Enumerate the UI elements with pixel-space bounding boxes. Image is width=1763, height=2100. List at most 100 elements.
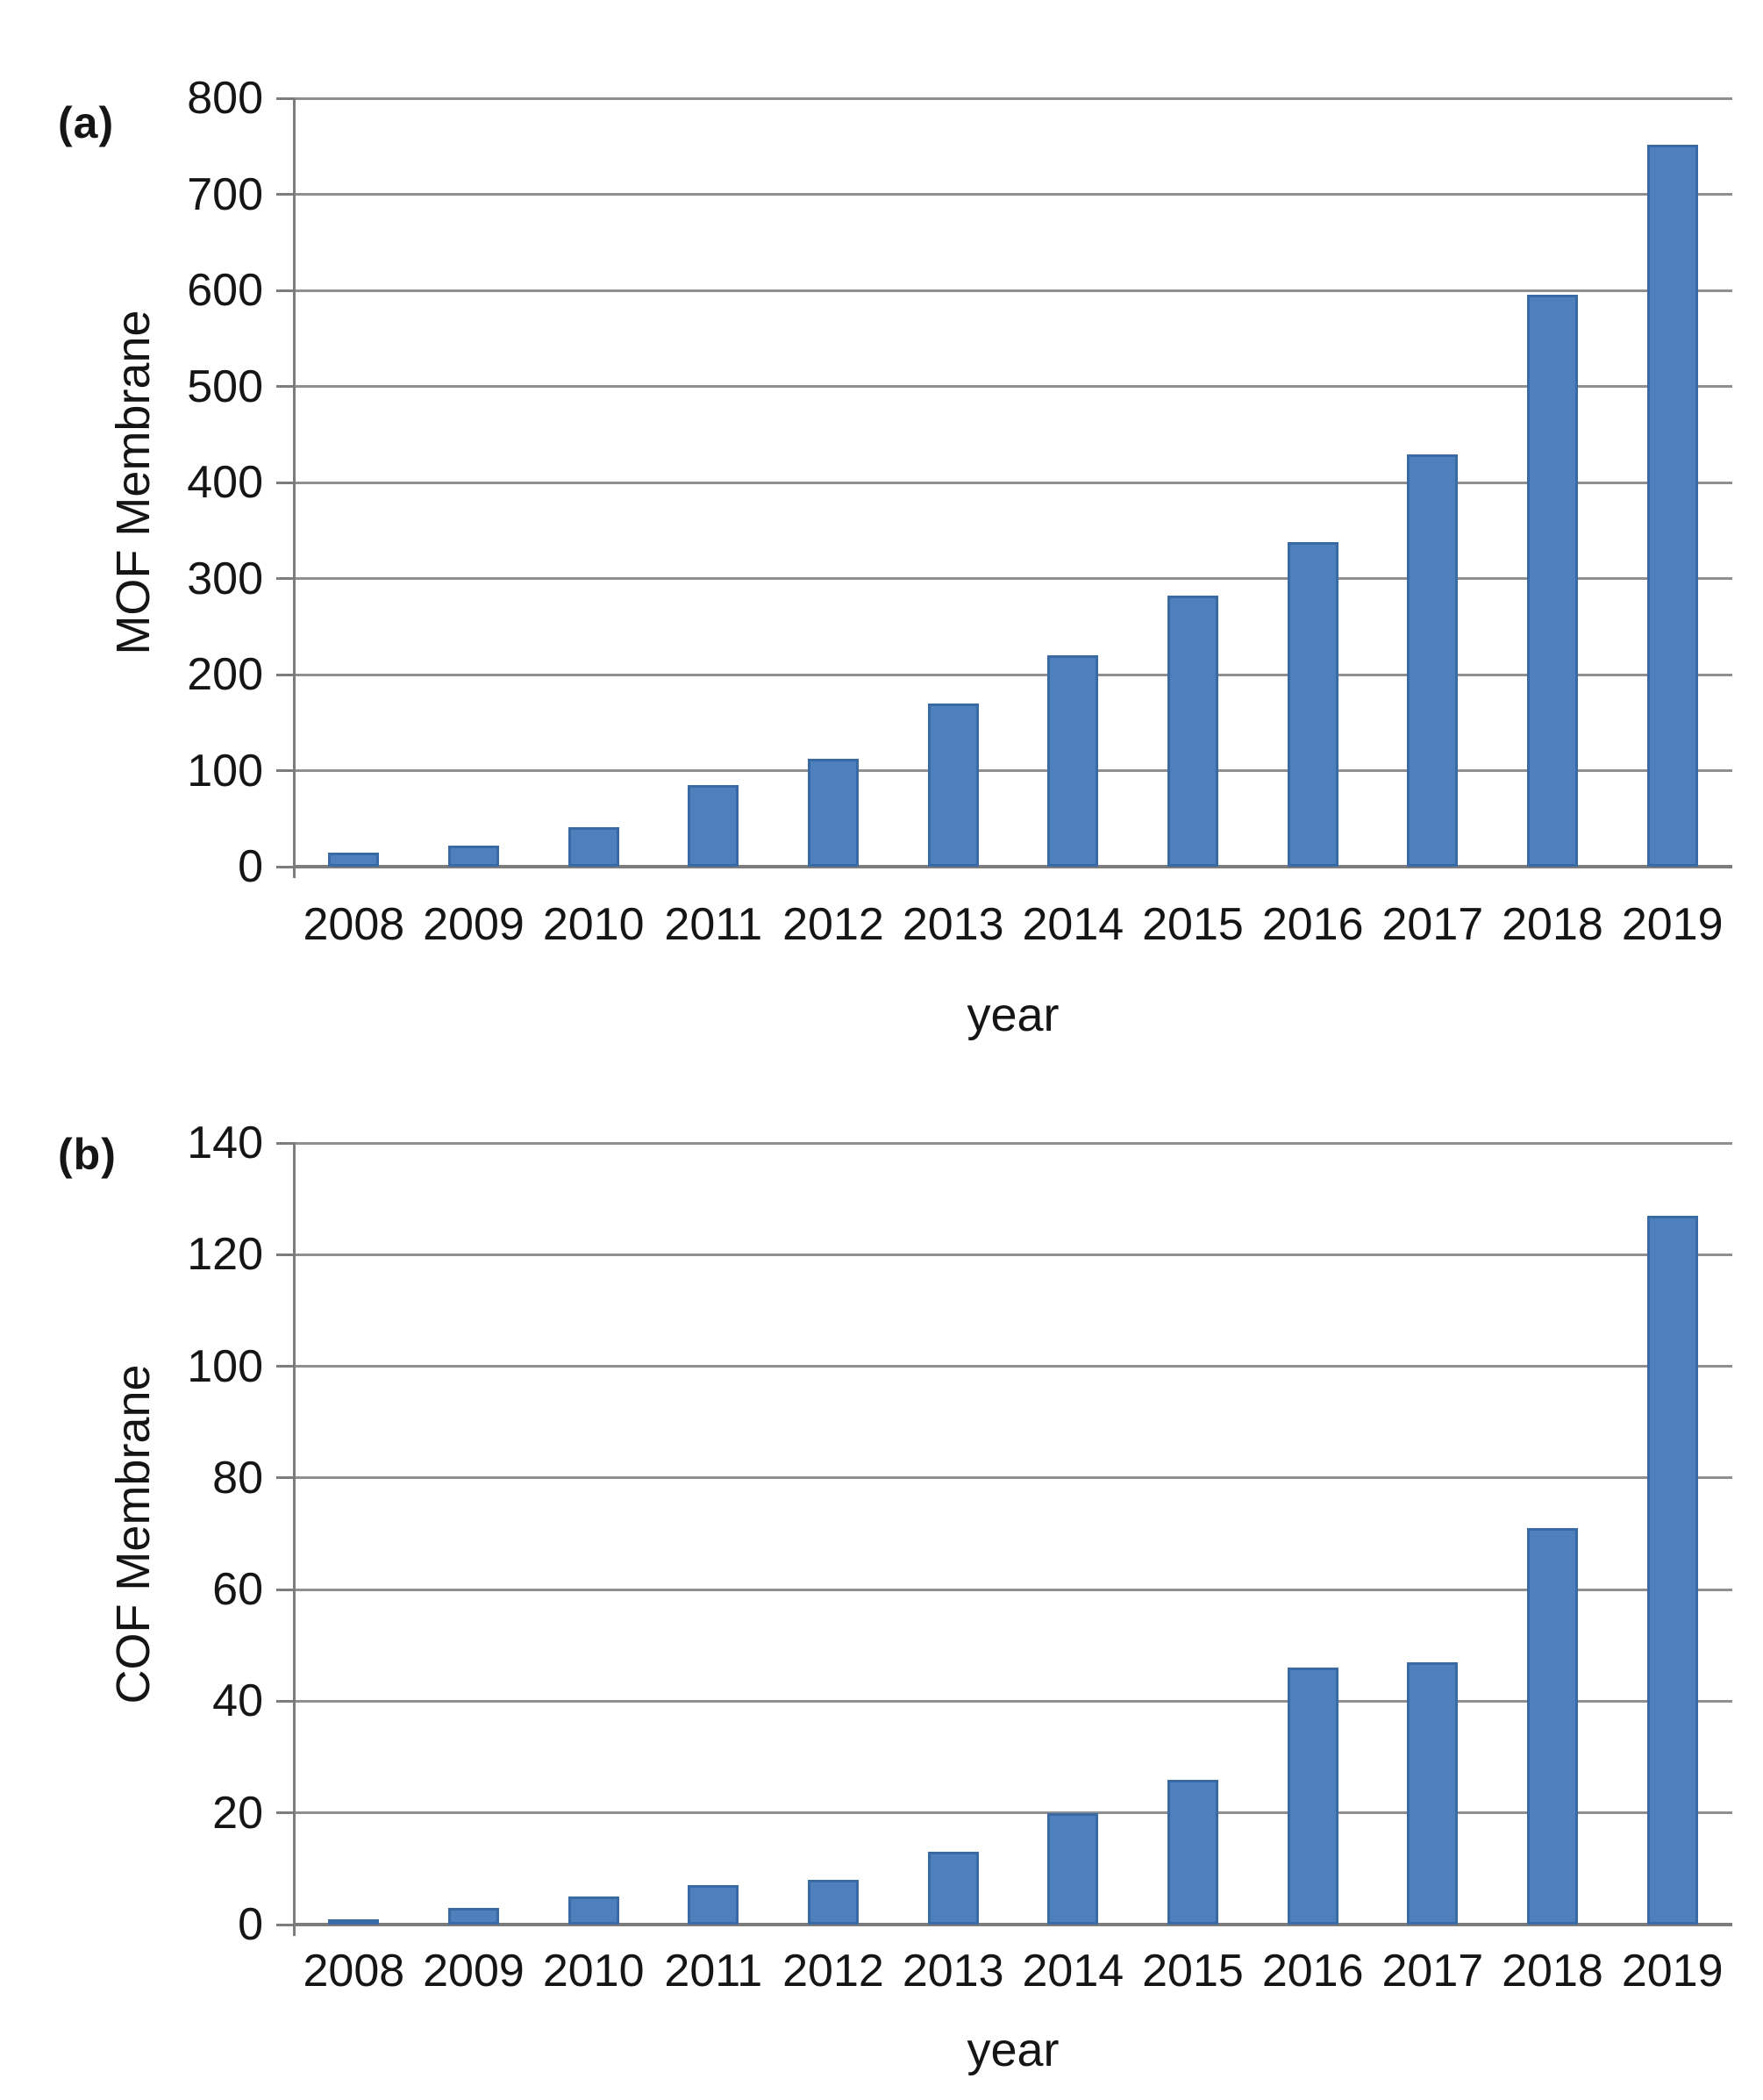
y-axis-tick — [276, 865, 294, 868]
bar-2012 — [808, 1880, 859, 1925]
y-axis-tick — [276, 481, 294, 484]
bar-2015 — [1167, 1779, 1218, 1925]
x-tick-label-2008: 2008 — [303, 899, 405, 950]
y-tick-label: 300 — [187, 553, 263, 604]
x-tick-label-2012: 2012 — [782, 1946, 884, 1996]
x-tick-label-2010: 2010 — [542, 1946, 645, 1996]
x-axis-title-a: year — [967, 989, 1060, 1041]
gridline-y0 — [294, 865, 1732, 868]
bar-2014 — [1047, 1812, 1099, 1925]
y-tick-label: 600 — [187, 265, 263, 316]
y-axis-line — [293, 97, 296, 878]
bar-2013 — [927, 703, 979, 867]
y-tick-label: 0 — [238, 1899, 263, 1950]
y-axis-tick — [276, 289, 294, 292]
x-tick-label-2009: 2009 — [423, 1946, 525, 1996]
x-tick-label-2015: 2015 — [1142, 1946, 1244, 1996]
y-axis-tick — [276, 1588, 294, 1591]
panel-label-b: (b) — [58, 1130, 117, 1179]
y-axis-tick — [276, 1141, 294, 1145]
y-tick-label: 800 — [187, 73, 263, 124]
gridline-y20 — [294, 1811, 1732, 1815]
y-axis-tick — [276, 385, 294, 388]
y-axis-tick — [276, 1253, 294, 1256]
panel-label-a: (a) — [58, 98, 115, 147]
bar-2008 — [328, 1918, 380, 1925]
y-tick-label: 400 — [187, 457, 263, 508]
gridline-y400 — [294, 481, 1732, 484]
x-tick-label-2012: 2012 — [782, 899, 884, 950]
x-tick-label-2011: 2011 — [664, 899, 763, 950]
x-axis-title-b: year — [967, 2024, 1060, 2076]
gridline-y100 — [294, 1365, 1732, 1368]
bar-2011 — [688, 1885, 739, 1925]
gridline-y300 — [294, 577, 1732, 580]
x-tick-label-2008: 2008 — [303, 1946, 405, 1996]
gridline-y200 — [294, 673, 1732, 676]
bar-2018 — [1527, 1528, 1578, 1925]
y-tick-label: 100 — [187, 745, 263, 796]
bar-2013 — [927, 1852, 979, 1925]
x-tick-label-2016: 2016 — [1261, 1946, 1364, 1996]
y-tick-label: 140 — [187, 1118, 263, 1168]
y-axis-tick — [276, 673, 294, 676]
x-tick-label-2014: 2014 — [1022, 899, 1124, 950]
y-axis-tick — [276, 193, 294, 196]
x-tick-label-2018: 2018 — [1502, 1946, 1603, 1996]
bar-2010 — [567, 1896, 619, 1925]
gridline-y40 — [294, 1699, 1732, 1703]
x-tick-label-2019: 2019 — [1621, 1946, 1724, 1996]
bar-2017 — [1407, 1661, 1459, 1925]
y-axis-tick — [276, 769, 294, 772]
y-tick-label: 20 — [212, 1787, 263, 1839]
gridline-y0 — [294, 1923, 1732, 1926]
bar-2009 — [448, 1907, 499, 1925]
bar-2011 — [688, 784, 739, 867]
y-tick-label: 500 — [187, 361, 263, 412]
gridline-y120 — [294, 1253, 1732, 1256]
y-tick-label: 120 — [187, 1229, 263, 1281]
gridline-y700 — [294, 193, 1732, 196]
gridline-y600 — [294, 289, 1732, 292]
gridline-y500 — [294, 385, 1732, 388]
y-axis-title-b: COF Membrane — [107, 1363, 160, 1704]
x-tick-label-2018: 2018 — [1502, 899, 1603, 950]
bar-2016 — [1287, 1668, 1338, 1925]
x-tick-label-2010: 2010 — [542, 899, 645, 950]
x-tick-label-2019: 2019 — [1621, 899, 1724, 950]
bar-2015 — [1167, 596, 1218, 867]
bar-2014 — [1047, 655, 1099, 867]
x-tick-label-2017: 2017 — [1381, 1946, 1484, 1996]
y-tick-label: 100 — [187, 1340, 263, 1392]
y-axis-tick — [276, 1811, 294, 1815]
bar-2018 — [1527, 295, 1578, 867]
x-tick-label-2011: 2011 — [664, 1946, 763, 1996]
y-axis-line — [293, 1142, 296, 1936]
gridline-y140 — [294, 1141, 1732, 1145]
y-axis-tick — [276, 1923, 294, 1926]
y-tick-label: 0 — [238, 841, 263, 892]
x-tick-label-2017: 2017 — [1381, 899, 1484, 950]
y-tick-label: 700 — [187, 168, 263, 220]
y-axis-tick — [276, 96, 294, 100]
bar-2016 — [1287, 541, 1338, 867]
bar-2009 — [448, 845, 499, 867]
y-tick-label: 40 — [212, 1675, 263, 1727]
bar-2019 — [1646, 144, 1698, 867]
x-tick-label-2016: 2016 — [1261, 899, 1364, 950]
y-axis-tick — [276, 1476, 294, 1480]
bar-2019 — [1646, 1215, 1698, 1925]
y-axis-tick — [276, 1699, 294, 1703]
x-tick-label-2013: 2013 — [902, 899, 1004, 950]
bar-2012 — [808, 759, 859, 867]
x-tick-label-2014: 2014 — [1022, 1946, 1124, 1996]
bar-2017 — [1407, 454, 1459, 867]
bar-2008 — [328, 852, 380, 867]
x-tick-label-2015: 2015 — [1142, 899, 1244, 950]
gridline-y60 — [294, 1588, 1732, 1591]
gridline-y100 — [294, 769, 1732, 772]
y-tick-label: 80 — [212, 1452, 263, 1504]
